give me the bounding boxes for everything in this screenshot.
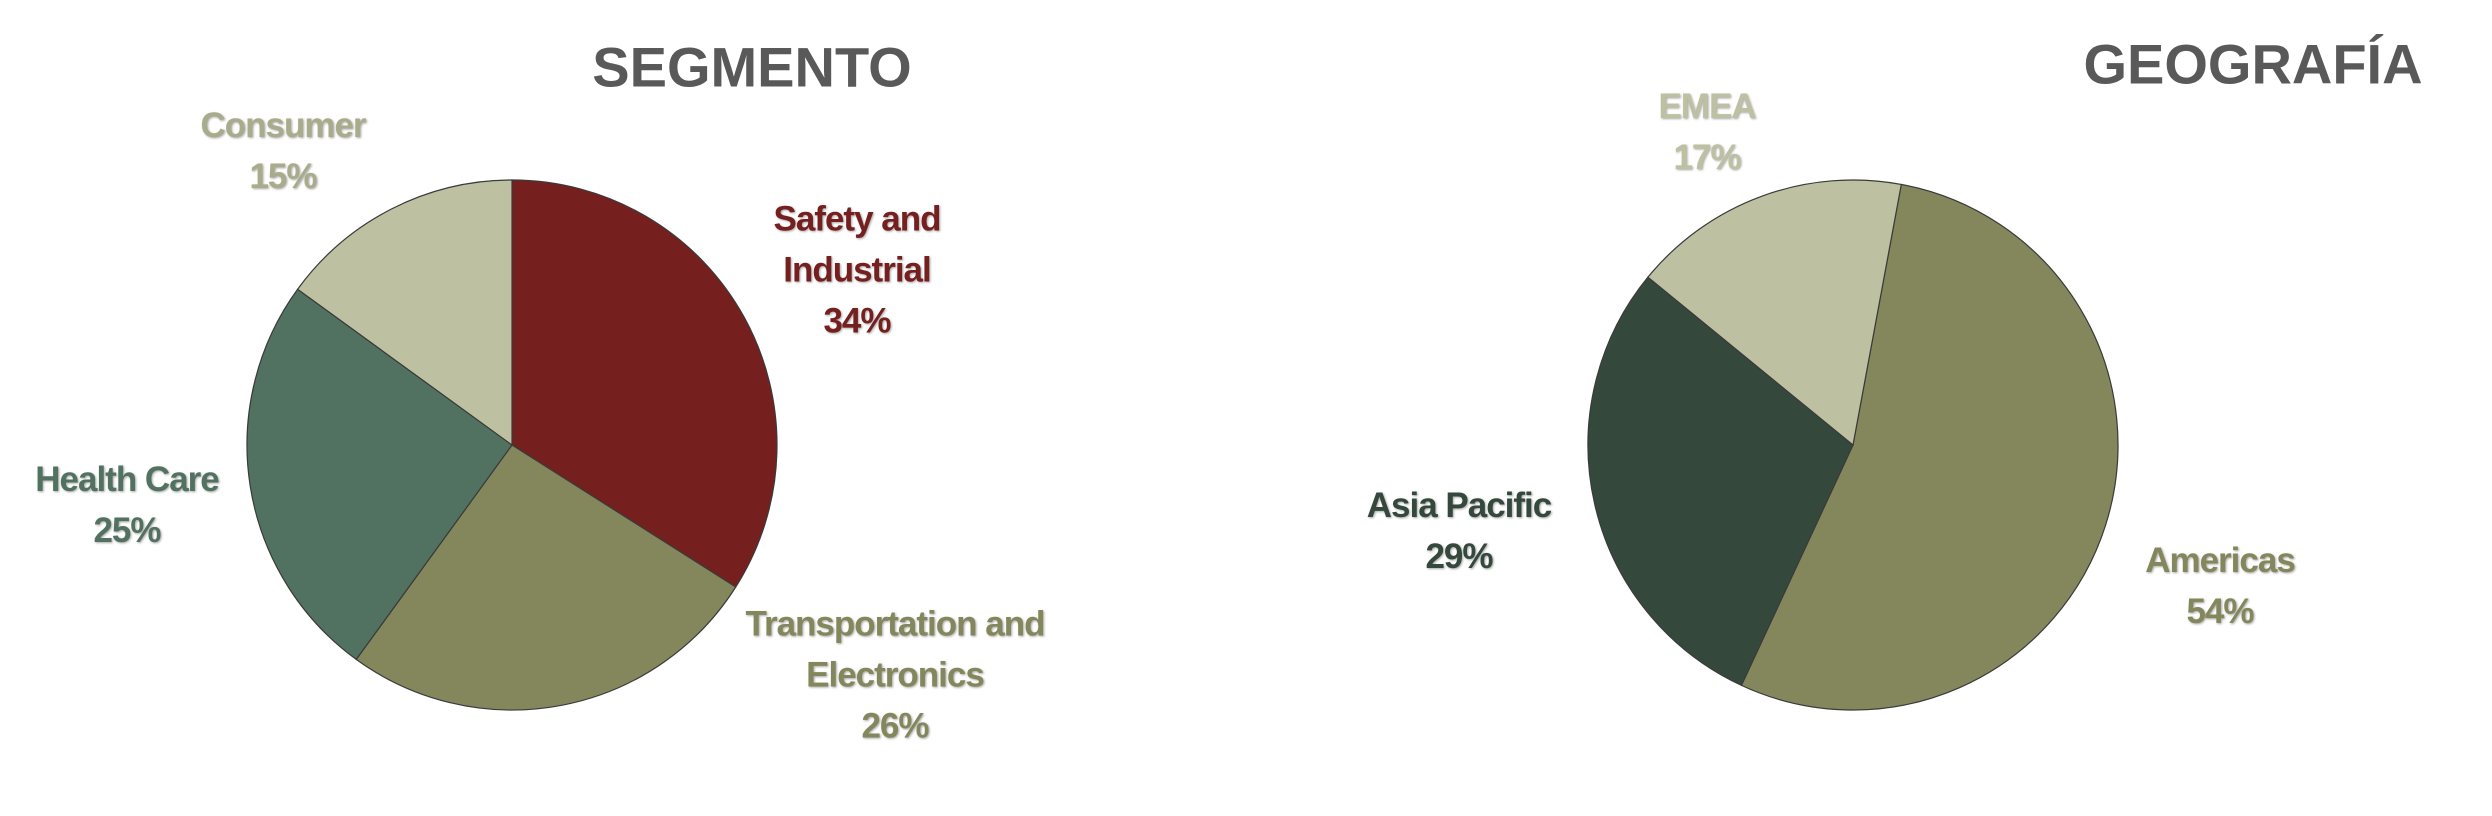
slice-label: EMEA 17% (1577, 81, 1837, 183)
category-label: Asia Pacific (1366, 486, 1553, 525)
value-label: 54% (2186, 592, 2254, 631)
category-label: Transportation and Electronics (745, 604, 1046, 695)
slice-label: Transportation and Electronics 26% (710, 599, 1080, 752)
pie-slice (1740, 183, 2119, 711)
pie-slice (1587, 276, 1854, 687)
pie-slice (511, 179, 778, 588)
category-label: Health Care (35, 460, 220, 499)
slice-label: Health Care 25% (0, 454, 257, 556)
pie-slice (1647, 179, 1902, 447)
pie-slice (246, 288, 513, 661)
pie-slice (355, 444, 737, 711)
value-label: 26% (861, 706, 929, 746)
category-label: Americas (2145, 541, 2296, 580)
slice-label: Safety and Industrial 34% (742, 194, 972, 347)
slice-label: Americas 54% (2090, 535, 2350, 637)
value-label: 25% (93, 511, 161, 550)
slice-label: Consumer 15% (153, 100, 413, 202)
value-label: 15% (249, 157, 317, 196)
chart-title: GEOGRAFÍA (2083, 32, 2423, 96)
value-label: 29% (1425, 537, 1493, 576)
value-label: 17% (1673, 138, 1741, 177)
chart-title: SEGMENTO (592, 35, 912, 99)
category-label: EMEA (1658, 87, 1756, 126)
category-label: Consumer (200, 106, 366, 145)
value-label: 34% (823, 301, 891, 341)
category-label: Safety and Industrial (773, 199, 942, 290)
pie-slice (296, 179, 513, 447)
slice-label: Asia Pacific 29% (1329, 480, 1589, 582)
